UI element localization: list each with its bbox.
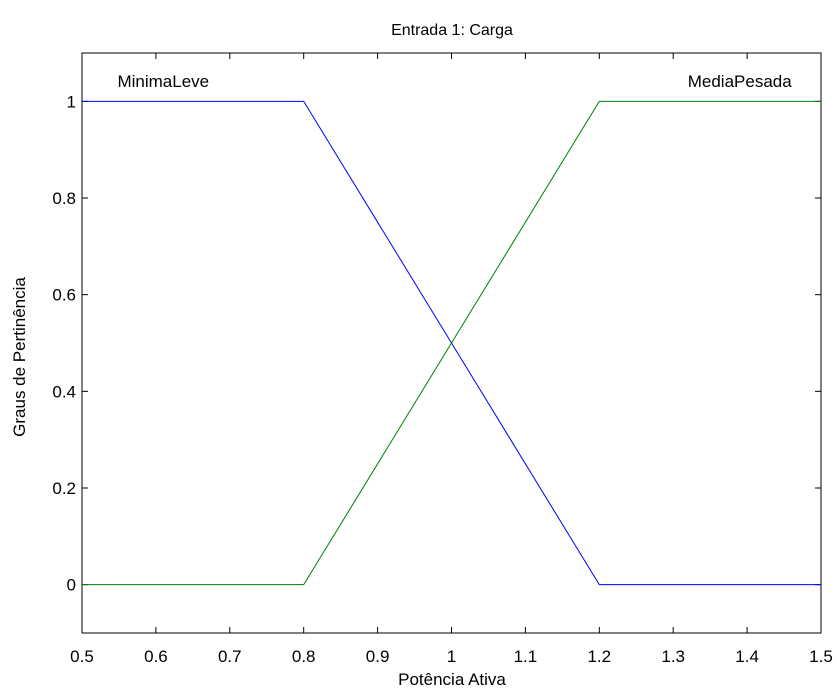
plot-area: 0.5 0.6 0.7 0.8 0.9 1 1.1 1.2 1.3 1.4 1.5 0 0.2 0.4 0.… xyxy=(52,52,833,666)
y-tick-label: 0.4 xyxy=(52,382,76,401)
y-tick-label: 0.8 xyxy=(52,189,76,208)
x-tick-label: 1.2 xyxy=(587,647,611,666)
x-tick-label: 1.5 xyxy=(809,647,833,666)
x-tick-label: 1.3 xyxy=(661,647,685,666)
y-tick-label: 1 xyxy=(67,92,76,111)
series-label-minimaleve: MinimaLeve xyxy=(117,72,209,91)
x-tick-label: 0.6 xyxy=(144,647,168,666)
x-tick-label: 0.7 xyxy=(218,647,242,666)
chart-title: Entrada 1: Carga xyxy=(391,22,513,39)
y-tick-label: 0 xyxy=(67,576,76,595)
x-tick-label: 0.9 xyxy=(366,647,390,666)
x-tick-label: 1 xyxy=(447,647,456,666)
x-axis-label: Potência Ativa xyxy=(398,670,506,689)
y-tick-label: 0.2 xyxy=(52,479,76,498)
series-label-mediapesada: MediaPesada xyxy=(688,72,793,91)
x-tick-label: 1.4 xyxy=(735,647,759,666)
y-tick-label: 0.6 xyxy=(52,286,76,305)
series-line-mediapesada xyxy=(82,100,821,586)
y-axis-label: Graus de Pertinência xyxy=(10,277,29,437)
x-tick-label: 1.1 xyxy=(514,647,538,666)
x-tick-label: 0.8 xyxy=(292,647,316,666)
x-tick-label: 0.5 xyxy=(70,647,94,666)
